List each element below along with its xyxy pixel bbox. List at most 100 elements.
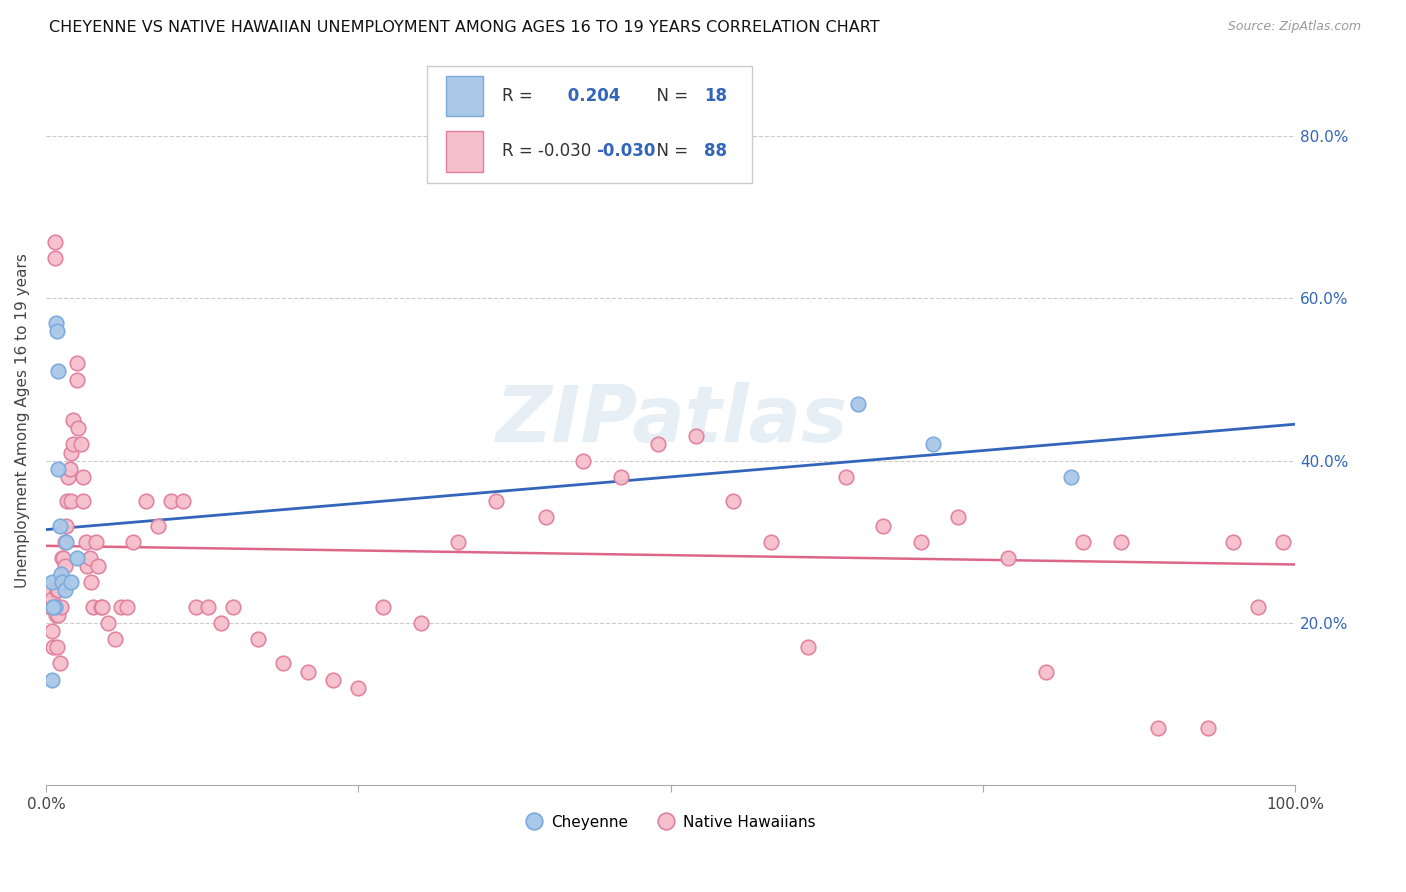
Point: [38, 599, 60, 614]
Text: -0.030: -0.030: [596, 143, 655, 161]
Point: [44, 251, 66, 265]
Point: [846, 397, 869, 411]
FancyBboxPatch shape: [427, 66, 752, 183]
Point: [1147, 721, 1170, 735]
Point: [91, 599, 114, 614]
Point: [39, 583, 62, 598]
Point: [49, 567, 72, 582]
Point: [48, 657, 70, 671]
Point: [44, 235, 66, 249]
Point: [160, 494, 183, 508]
Text: CHEYENNE VS NATIVE HAWAIIAN UNEMPLOYMENT AMONG AGES 16 TO 19 YEARS CORRELATION C: CHEYENNE VS NATIVE HAWAIIAN UNEMPLOYMENT…: [49, 20, 880, 35]
Legend: Cheyenne, Native Hawaiians: Cheyenne, Native Hawaiians: [520, 808, 821, 836]
Point: [51, 575, 73, 590]
Point: [834, 470, 856, 484]
Y-axis label: Unemployment Among Ages 16 to 19 years: Unemployment Among Ages 16 to 19 years: [15, 252, 30, 588]
Point: [66, 551, 89, 566]
Point: [51, 575, 73, 590]
Point: [115, 599, 138, 614]
Point: [87, 559, 110, 574]
Point: [1109, 534, 1132, 549]
Point: [45, 599, 67, 614]
Point: [44, 599, 66, 614]
Point: [53, 534, 76, 549]
Point: [347, 681, 370, 695]
Text: N =: N =: [645, 87, 693, 105]
Point: [759, 534, 782, 549]
Point: [797, 640, 820, 655]
Point: [247, 632, 270, 646]
Point: [42, 640, 65, 655]
Point: [135, 494, 157, 508]
Point: [409, 615, 432, 630]
Point: [48, 462, 70, 476]
Point: [46, 583, 69, 598]
Point: [572, 453, 595, 467]
Point: [197, 599, 219, 614]
Point: [75, 534, 97, 549]
Point: [110, 599, 132, 614]
Point: [48, 364, 70, 378]
Point: [946, 510, 969, 524]
Point: [184, 599, 207, 614]
Point: [66, 373, 89, 387]
Point: [62, 437, 84, 451]
Point: [97, 615, 120, 630]
Point: [172, 494, 194, 508]
Point: [42, 599, 65, 614]
Point: [49, 575, 72, 590]
Point: [51, 551, 73, 566]
Point: [41, 624, 63, 638]
Point: [1035, 665, 1057, 679]
Point: [45, 316, 67, 330]
Text: 88: 88: [704, 143, 727, 161]
Point: [447, 534, 470, 549]
Text: R = -0.030: R = -0.030: [502, 143, 592, 161]
Point: [1197, 721, 1219, 735]
Point: [82, 599, 104, 614]
Point: [1271, 534, 1294, 549]
Point: [1247, 599, 1270, 614]
Point: [222, 599, 245, 614]
Point: [46, 640, 69, 655]
Point: [90, 599, 112, 614]
Point: [70, 437, 93, 451]
Point: [534, 510, 557, 524]
Point: [872, 518, 894, 533]
Point: [79, 551, 101, 566]
Point: [56, 494, 79, 508]
Point: [55, 518, 77, 533]
Point: [53, 559, 76, 574]
Point: [104, 632, 127, 646]
Point: [67, 421, 90, 435]
Point: [373, 599, 395, 614]
Point: [46, 324, 69, 338]
Point: [48, 518, 70, 533]
Point: [62, 413, 84, 427]
Point: [273, 657, 295, 671]
Text: Source: ZipAtlas.com: Source: ZipAtlas.com: [1227, 20, 1361, 33]
Point: [41, 591, 63, 606]
Point: [1071, 534, 1094, 549]
Point: [41, 575, 63, 590]
Text: R =: R =: [502, 87, 538, 105]
Point: [647, 437, 669, 451]
Point: [72, 470, 94, 484]
Point: [72, 494, 94, 508]
Point: [685, 429, 707, 443]
Text: 0.204: 0.204: [562, 87, 620, 105]
Point: [84, 534, 107, 549]
Point: [922, 437, 945, 451]
Point: [1059, 470, 1081, 484]
Point: [297, 665, 319, 679]
Point: [58, 470, 80, 484]
Text: 18: 18: [704, 87, 727, 105]
Point: [721, 494, 744, 508]
Point: [48, 583, 70, 598]
Point: [55, 534, 77, 549]
FancyBboxPatch shape: [446, 76, 484, 116]
Point: [485, 494, 508, 508]
Point: [148, 518, 170, 533]
Point: [59, 445, 82, 459]
Point: [1222, 534, 1244, 549]
